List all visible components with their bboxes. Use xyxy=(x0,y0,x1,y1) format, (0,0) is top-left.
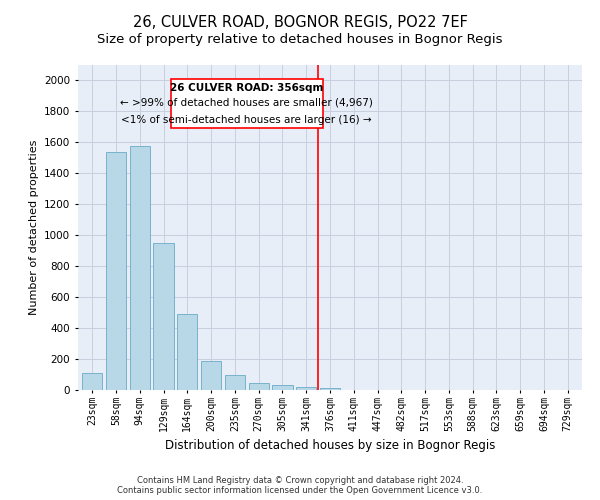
Text: <1% of semi-detached houses are larger (16) →: <1% of semi-detached houses are larger (… xyxy=(121,114,372,124)
Text: 26 CULVER ROAD: 356sqm: 26 CULVER ROAD: 356sqm xyxy=(170,83,323,93)
Bar xyxy=(272,386,293,390)
Bar xyxy=(320,388,340,390)
X-axis label: Distribution of detached houses by size in Bognor Regis: Distribution of detached houses by size … xyxy=(165,439,495,452)
Bar xyxy=(171,79,323,128)
Text: 26, CULVER ROAD, BOGNOR REGIS, PO22 7EF: 26, CULVER ROAD, BOGNOR REGIS, PO22 7EF xyxy=(133,15,467,30)
Text: ← >99% of detached houses are smaller (4,967): ← >99% of detached houses are smaller (4… xyxy=(121,98,373,108)
Bar xyxy=(296,387,316,390)
Bar xyxy=(106,152,126,390)
Bar xyxy=(225,374,245,390)
Y-axis label: Number of detached properties: Number of detached properties xyxy=(29,140,38,315)
Bar xyxy=(201,360,221,390)
Bar xyxy=(82,373,103,390)
Bar xyxy=(248,382,269,390)
Bar xyxy=(130,146,150,390)
Text: Contains HM Land Registry data © Crown copyright and database right 2024.
Contai: Contains HM Land Registry data © Crown c… xyxy=(118,476,482,495)
Bar xyxy=(154,243,173,390)
Bar xyxy=(177,314,197,390)
Text: Size of property relative to detached houses in Bognor Regis: Size of property relative to detached ho… xyxy=(97,32,503,46)
